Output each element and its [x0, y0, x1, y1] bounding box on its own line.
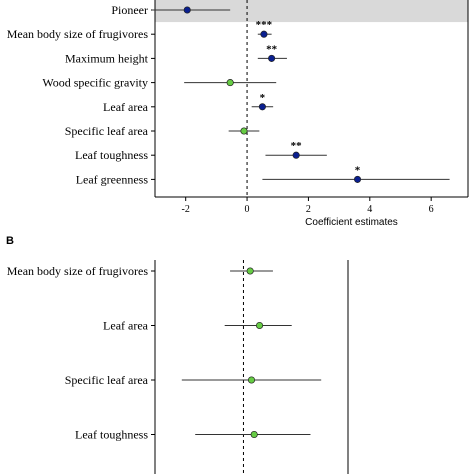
x-tick-label: 2 — [306, 204, 311, 215]
x-tick-label: 4 — [367, 204, 372, 215]
row-label: Leaf area — [103, 319, 149, 333]
row-label: Pioneer — [111, 3, 148, 17]
significance-stars: * — [260, 92, 266, 104]
estimate-point — [260, 30, 268, 38]
row-label: Leaf area — [103, 100, 149, 114]
row-label: Leaf greenness — [76, 172, 149, 186]
estimate-point — [226, 79, 234, 87]
row-label: Mean body size of frugivores — [7, 264, 149, 278]
panel-b: Mean body size of frugivores Leaf area Spe… — [7, 260, 349, 474]
row-label: Mean body size of frugivores — [7, 27, 149, 41]
panel-b-label: B — [6, 235, 14, 247]
estimate-point — [183, 6, 191, 14]
estimate-point — [240, 127, 248, 135]
estimate-point — [292, 151, 300, 159]
estimate-point — [247, 376, 256, 384]
estimate-point — [258, 103, 266, 111]
row-label: Leaf toughness — [75, 428, 148, 442]
significance-stars: ** — [291, 140, 303, 152]
x-tick-label: -2 — [182, 204, 190, 215]
row-label: Specific leaf area — [65, 124, 149, 138]
row-label: Maximum height — [65, 51, 149, 65]
row-label: Leaf toughness — [75, 148, 148, 162]
significance-stars: *** — [256, 19, 273, 31]
estimate-point — [246, 267, 254, 275]
estimate-point — [255, 321, 264, 330]
estimate-point — [268, 54, 276, 62]
row-label: Specific leaf area — [65, 373, 149, 387]
highlight-band — [155, 0, 468, 23]
row-label: Wood specific gravity — [42, 76, 148, 90]
estimate-point — [353, 175, 362, 183]
x-axis-title: Coefficient estimates — [305, 217, 398, 228]
significance-stars: ** — [266, 43, 278, 55]
x-tick-label: 6 — [429, 204, 434, 215]
estimate-point — [250, 430, 258, 439]
x-tick-label: 0 — [245, 204, 250, 215]
significance-stars: * — [355, 164, 361, 176]
